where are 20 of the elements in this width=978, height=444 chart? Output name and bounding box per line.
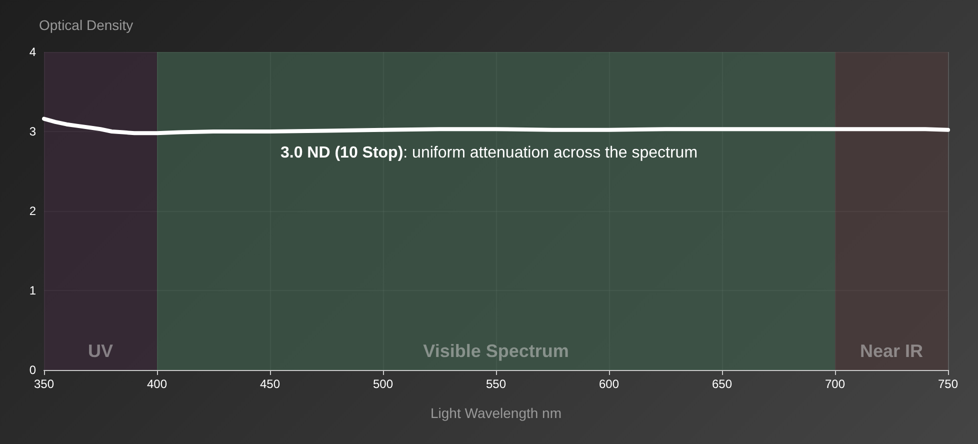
x-tick-label: 350	[34, 377, 54, 391]
y-tick-label: 4	[29, 45, 36, 59]
x-axis-title: Light Wavelength nm	[430, 405, 562, 421]
x-tick-label: 450	[260, 377, 280, 391]
band-label: Visible Spectrum	[423, 341, 569, 361]
x-tick-label: 400	[146, 377, 168, 391]
x-tick-label: 750	[938, 377, 958, 391]
y-tick-label: 2	[29, 204, 36, 218]
x-tick-label: 700	[824, 377, 846, 391]
x-tick-label: 500	[372, 377, 394, 391]
x-tick-label: 650	[712, 377, 732, 391]
y-tick-label: 0	[29, 363, 36, 377]
y-axis-title: Optical Density	[39, 17, 134, 33]
band-label: UV	[88, 341, 114, 361]
y-tick-label: 3	[29, 124, 36, 138]
y-tick-label: 1	[29, 284, 36, 298]
x-tick-label: 550	[486, 377, 506, 391]
band-label: Near IR	[860, 341, 924, 361]
annotation: 3.0 ND (10 Stop): uniform attenuation across the spectrum	[280, 144, 698, 162]
x-tick-label: 600	[598, 377, 620, 391]
